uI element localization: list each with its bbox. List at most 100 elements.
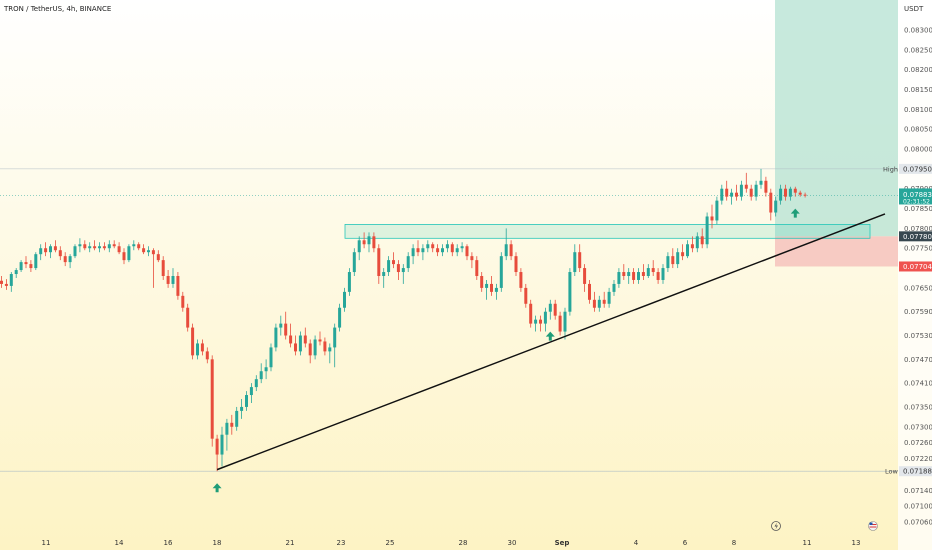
candle [661,264,665,284]
candle [514,252,518,276]
candle [191,323,195,360]
candle-body [793,188,797,193]
candle-body [524,287,528,304]
candle-body [132,244,136,247]
candle [700,228,704,249]
candle-body [730,192,734,197]
date-label: 14 [115,539,124,547]
candle-body [181,295,185,308]
candle [612,279,616,296]
candle [666,252,670,273]
price-tick-label: 0.08050 [904,126,932,134]
price-tick-label: 0.07350 [904,403,932,411]
candle [509,240,513,261]
candle-body [220,434,224,455]
flash-icon[interactable] [771,521,781,531]
candle [274,323,278,352]
candle [690,236,694,253]
candle-body [191,327,195,356]
candle-body [205,351,209,360]
candle-body [504,244,508,257]
up-arrow-icon [790,208,800,218]
candle-body [450,244,454,253]
candle [14,268,18,278]
price-tick-label: 0.08200 [904,66,932,74]
candle-body [558,315,562,332]
candle-body [788,188,792,197]
candle [411,244,415,265]
date-label: 6 [683,539,688,547]
candle-body [445,244,449,249]
candle-body [328,347,332,352]
price-tick-label: 0.07260 [904,439,932,447]
candle-body [24,262,28,265]
candle [313,335,317,360]
candle [328,343,332,364]
candle-body [460,246,464,249]
flag-icon[interactable] [868,521,878,531]
candle-body [338,307,342,328]
candle [583,264,587,292]
candle-body [343,291,346,308]
candle [196,339,199,360]
candle [396,260,400,280]
candle [676,248,680,269]
candle-body [294,343,297,352]
candle [578,244,582,273]
candle-body [245,395,248,407]
candle-body [63,256,67,263]
candle-body [235,410,239,427]
candle [788,186,792,201]
candle-body [411,248,415,257]
price-tick-label: 0.07470 [904,356,932,364]
candle-body [568,272,572,312]
candle-body [142,248,146,253]
candle-body [303,335,307,344]
candle-body [784,188,787,197]
date-label: 11 [803,539,812,547]
candle [259,363,263,384]
candle [617,268,621,288]
candle-body [298,335,302,352]
candle [573,244,577,276]
candle [279,315,283,336]
price-tick-label: 0.07060 [904,519,932,527]
candle [68,254,72,269]
candle [333,323,337,368]
candle-body [98,246,101,249]
candle [289,323,293,348]
candle-body [695,236,699,249]
candle [58,246,62,261]
candle-body [803,194,807,196]
candle-body [494,287,498,292]
candle-body [333,327,337,348]
candle-body [563,311,567,332]
candle [137,242,141,251]
candle [284,311,288,340]
candle [176,272,180,300]
candle-body [137,244,141,249]
candle [298,331,302,356]
candle [632,268,636,284]
candle [132,240,136,251]
candle [318,331,322,346]
candle [362,232,366,249]
stop-tag-bg [899,261,932,272]
candle-body [396,264,400,273]
candle [19,260,23,273]
candle-body [671,256,675,265]
candle-body [543,311,547,324]
entry-tag: 0.07780 [899,231,932,242]
candle [352,248,356,276]
candle [4,279,8,290]
candle [534,315,538,332]
candle-body [19,262,23,271]
candle-body [215,438,219,455]
candle [29,260,33,273]
price-tick-label: 0.07590 [904,308,932,316]
candle-body [240,406,244,411]
candle-body [573,252,577,273]
candle-body [769,192,773,213]
